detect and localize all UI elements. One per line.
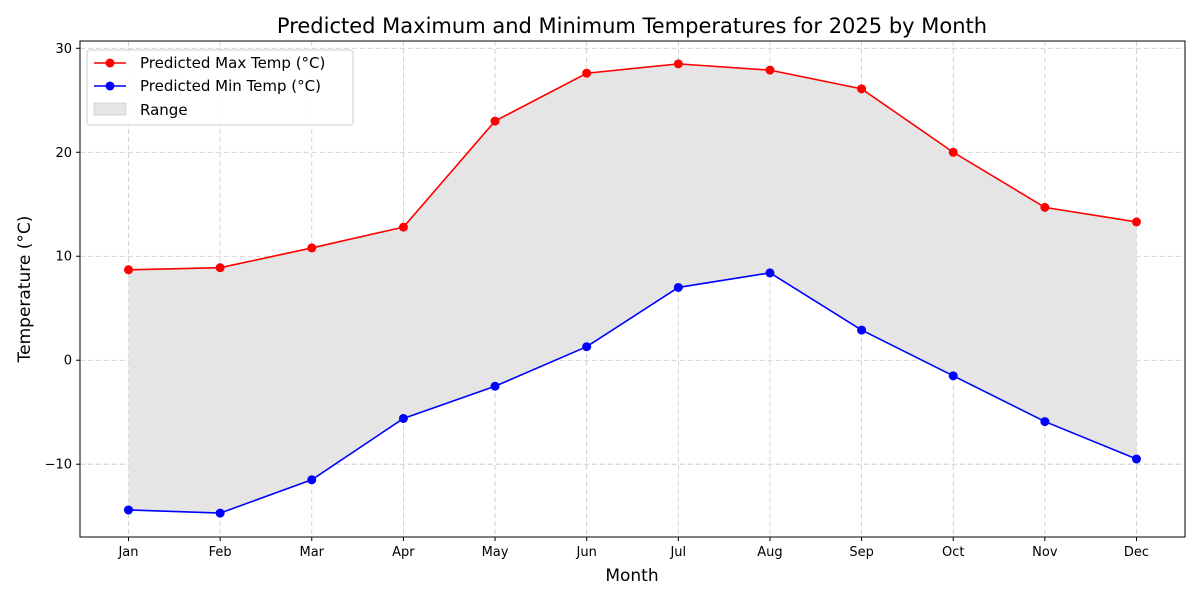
point-max-apr	[398, 222, 408, 232]
y-tick-label-20: 20	[55, 146, 72, 161]
point-max-jan	[124, 265, 133, 275]
x-axis-ticks: Jan Feb Mar Apr May Jun Jul Aug Sep Oct Nov Dec	[117, 537, 1149, 560]
y-tick-label-10: 10	[55, 250, 72, 265]
x-tick-label-mar: Mar	[300, 545, 325, 560]
y-tick-label--10: −10	[45, 458, 72, 473]
legend-box	[86, 49, 354, 126]
y-tick-label-30: 30	[55, 42, 72, 57]
point-min-jan	[124, 505, 133, 515]
point-max-may	[490, 116, 500, 126]
y-axis-ticks: −10 0 10 20 30	[45, 42, 80, 473]
point-min-feb	[215, 508, 225, 518]
x-tick-label-apr: Apr	[392, 545, 415, 560]
x-tick-label-nov: Nov	[1032, 545, 1058, 560]
x-tick-label-jan: Jan	[117, 545, 138, 560]
point-max-feb	[215, 263, 225, 273]
plot-frame	[79, 40, 1186, 538]
legend-range-label: Range	[140, 101, 188, 119]
series-line-max	[128, 63, 1137, 271]
point-max-mar	[307, 243, 317, 253]
point-min-jun	[582, 342, 592, 352]
legend-min-marker	[105, 81, 115, 91]
legend-max-label: Predicted Max Temp (°C)	[140, 54, 325, 72]
point-min-oct	[948, 371, 958, 381]
series-line-min	[128, 272, 1137, 514]
point-max-sep	[857, 84, 867, 94]
point-min-sep	[857, 325, 867, 335]
x-tick-label-jul: Jul	[669, 545, 686, 560]
x-tick-label-dec: Dec	[1124, 545, 1149, 560]
point-min-dec	[1132, 454, 1141, 464]
range-area	[128, 63, 1137, 514]
legend: Predicted Max Temp (°C) Predicted Min Te…	[86, 49, 354, 126]
chart-title: Predicted Maximum and Minimum Temperatur…	[277, 14, 987, 38]
series-layer	[124, 59, 1141, 518]
x-tick-label-feb: Feb	[209, 545, 232, 560]
y-axis-label: Temperature (°C)	[15, 216, 35, 364]
point-max-nov	[1040, 202, 1050, 212]
point-max-oct	[948, 147, 958, 157]
x-axis-label: Month	[605, 566, 658, 586]
point-min-aug	[765, 268, 775, 278]
x-tick-label-aug: Aug	[757, 545, 782, 560]
x-tick-label-jun: Jun	[576, 545, 597, 560]
legend-range-swatch	[93, 102, 127, 116]
x-tick-label-may: May	[482, 545, 509, 560]
x-tick-label-sep: Sep	[849, 545, 874, 560]
point-max-jun	[582, 68, 592, 78]
legend-min-label: Predicted Min Temp (°C)	[140, 77, 321, 95]
point-min-apr	[398, 413, 408, 423]
x-tick-label-oct: Oct	[942, 545, 964, 560]
legend-max-marker	[105, 58, 115, 68]
point-min-mar	[307, 475, 317, 485]
point-min-jul	[673, 282, 683, 292]
point-max-jul	[673, 59, 683, 69]
y-tick-label-0: 0	[64, 354, 72, 369]
point-min-may	[490, 381, 500, 391]
point-max-dec	[1132, 217, 1141, 227]
point-max-aug	[765, 65, 775, 75]
point-min-nov	[1040, 417, 1050, 427]
